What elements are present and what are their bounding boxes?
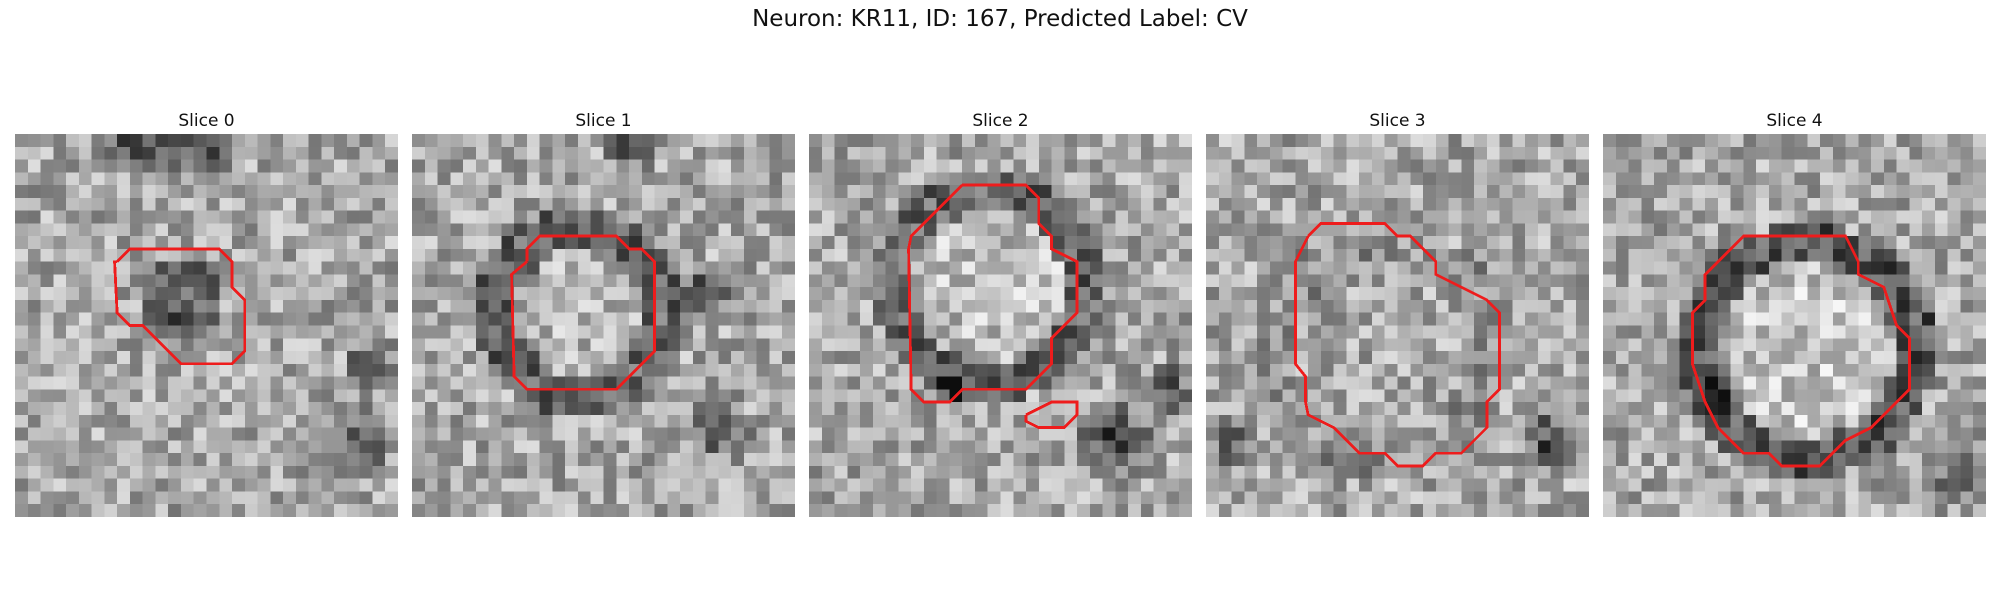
slice-panel-0: Slice 0 bbox=[15, 108, 398, 517]
slice-title: Slice 4 bbox=[1766, 111, 1823, 131]
slice-image-0 bbox=[15, 134, 398, 517]
slice-panel-3: Slice 3 bbox=[1206, 108, 1589, 517]
slice-image-1 bbox=[412, 134, 795, 517]
slice-panel-4: Slice 4 bbox=[1603, 108, 1986, 517]
slice-title: Slice 2 bbox=[972, 111, 1029, 131]
slice-image-4 bbox=[1603, 134, 1986, 517]
slice-image-2 bbox=[809, 134, 1192, 517]
segmentation-contour-fragment bbox=[1024, 400, 1079, 430]
slice-panel-2: Slice 2 bbox=[809, 108, 1192, 517]
slice-title: Slice 0 bbox=[178, 111, 235, 131]
slice-image-3 bbox=[1206, 134, 1589, 517]
segmentation-contour bbox=[113, 247, 247, 366]
slice-title: Slice 3 bbox=[1369, 111, 1426, 131]
segmentation-contour bbox=[510, 234, 656, 391]
segmentation-contour bbox=[1293, 221, 1502, 468]
slice-title: Slice 1 bbox=[575, 111, 632, 131]
segmentation-contour bbox=[907, 183, 1079, 404]
figure-title: Neuron: KR11, ID: 167, Predicted Label: … bbox=[752, 6, 1248, 32]
segmentation-contour bbox=[1690, 234, 1911, 468]
slice-panel-1: Slice 1 bbox=[412, 108, 795, 517]
